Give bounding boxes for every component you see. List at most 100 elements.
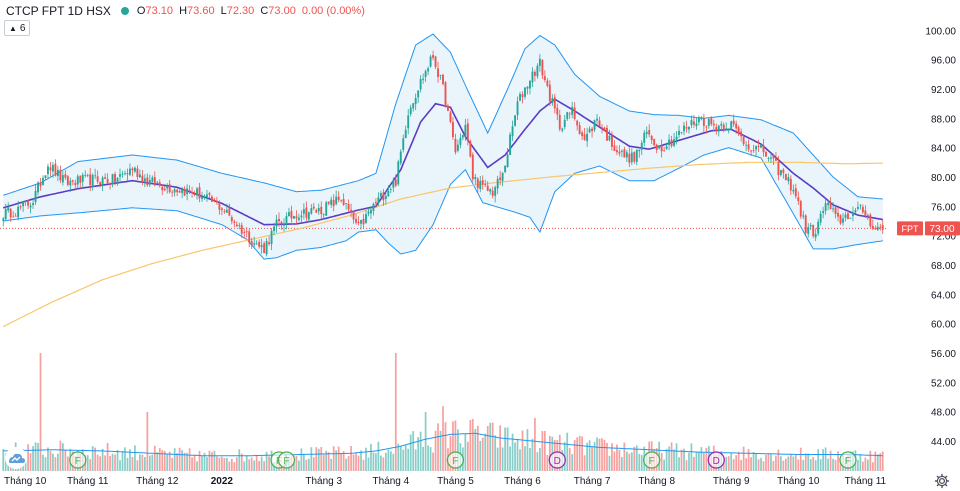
candle xyxy=(422,73,425,84)
candle xyxy=(51,161,54,178)
candle xyxy=(198,182,201,203)
volume-bar xyxy=(352,454,355,471)
volume-bar xyxy=(859,454,862,471)
volume-bar xyxy=(305,459,308,471)
indicators-toggle-button[interactable]: ▲ 6 xyxy=(4,20,31,36)
candle xyxy=(106,173,109,184)
volume-bar xyxy=(66,456,69,471)
candle-body xyxy=(275,219,278,227)
candle-body xyxy=(270,230,273,245)
tradingview-cloud-icon[interactable] xyxy=(4,446,28,470)
volume-bar xyxy=(414,449,417,471)
candle xyxy=(499,170,502,186)
event-marker[interactable]: F xyxy=(277,451,296,469)
event-marker-circle xyxy=(69,451,87,469)
gear-icon[interactable] xyxy=(934,473,950,489)
event-marker[interactable]: F xyxy=(839,451,857,469)
volume-bar xyxy=(680,449,683,471)
candle xyxy=(486,181,489,192)
candle-body xyxy=(86,174,89,176)
candle xyxy=(727,128,730,134)
price-axis-tick-label: 52.00 xyxy=(931,378,956,389)
candle-body xyxy=(9,208,12,218)
candle xyxy=(322,213,325,220)
candle xyxy=(576,119,579,131)
candle xyxy=(404,125,407,139)
volume-bar xyxy=(104,455,106,471)
volume-bar xyxy=(315,447,318,471)
volume-bar xyxy=(186,452,188,471)
candle-body xyxy=(854,210,857,213)
volume-bar xyxy=(216,456,218,471)
volume-bar xyxy=(131,457,134,471)
volume-bar xyxy=(536,452,539,471)
candle-body xyxy=(789,178,792,191)
candle-body xyxy=(586,133,589,142)
candle xyxy=(295,210,298,225)
candle-body xyxy=(479,181,482,189)
candle-body xyxy=(225,209,228,213)
candle-body xyxy=(66,176,69,185)
event-marker[interactable]: D xyxy=(707,451,725,469)
price-axis-tick-label: 60.00 xyxy=(931,320,956,331)
event-marker[interactable]: F xyxy=(643,451,661,469)
candle xyxy=(611,131,613,151)
candle xyxy=(618,145,621,157)
volume-bar xyxy=(454,420,457,471)
volume-bar xyxy=(541,431,544,471)
candle-body xyxy=(871,226,874,229)
volume-bar xyxy=(775,455,777,471)
candle xyxy=(42,175,44,186)
candle-body xyxy=(794,188,797,197)
symbol-title[interactable]: CTCP FPT 1D HSX xyxy=(6,4,111,18)
candle-body xyxy=(563,119,566,128)
candle-body xyxy=(449,112,452,122)
volume-bar xyxy=(198,450,201,471)
price-axis-tick-label: 100.00 xyxy=(925,26,956,37)
candle xyxy=(285,212,288,230)
volume-bar xyxy=(367,457,370,471)
candle-body xyxy=(725,128,728,131)
volume-bar xyxy=(27,444,29,471)
volume-bar xyxy=(424,412,427,471)
event-marker-circle xyxy=(707,451,725,469)
candle-body xyxy=(178,191,181,193)
candle xyxy=(603,126,606,132)
event-marker[interactable]: D xyxy=(548,451,566,469)
candle-body xyxy=(158,182,161,186)
candle-body xyxy=(220,208,223,211)
volume-bar xyxy=(792,456,795,471)
candle-body xyxy=(213,200,216,201)
volume-bar xyxy=(171,457,174,471)
candle xyxy=(456,139,459,153)
candle xyxy=(342,193,345,206)
candle-body xyxy=(730,121,733,130)
volume-bar xyxy=(419,431,422,471)
candle xyxy=(47,163,49,180)
candle-body xyxy=(471,154,474,180)
candle-body xyxy=(499,177,502,180)
volume-bar xyxy=(509,446,511,471)
candle xyxy=(265,238,268,257)
candle-body xyxy=(531,71,534,83)
candle-body xyxy=(99,181,102,185)
volume-bar xyxy=(822,449,824,471)
volume-bar xyxy=(827,458,829,471)
event-marker[interactable]: F xyxy=(69,451,87,469)
volume-bar xyxy=(382,457,385,471)
candle-body xyxy=(69,180,72,186)
volume-bar xyxy=(491,422,494,471)
candle xyxy=(628,147,631,167)
volume-bar xyxy=(630,452,633,471)
candle-body xyxy=(17,206,20,218)
candle-body xyxy=(822,211,825,213)
candle xyxy=(451,117,454,140)
candle xyxy=(784,173,787,181)
event-marker[interactable]: F xyxy=(446,451,465,469)
candle xyxy=(787,173,790,185)
candle-body xyxy=(625,152,628,158)
ohlc-high-key: H xyxy=(179,5,188,17)
time-axis-label: Tháng 5 xyxy=(437,476,474,487)
candle xyxy=(377,192,380,206)
